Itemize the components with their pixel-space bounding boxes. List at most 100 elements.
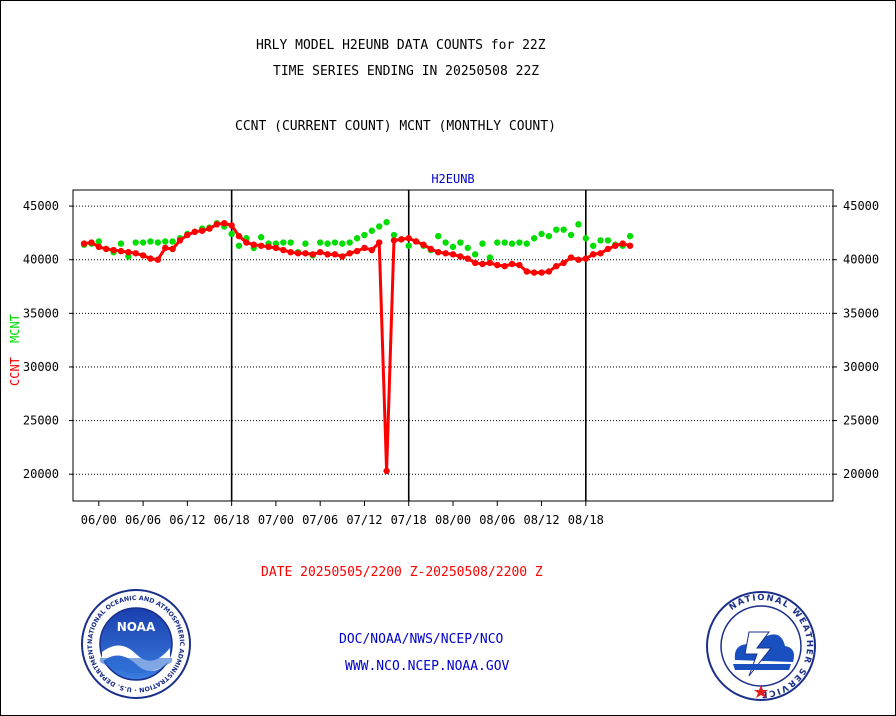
ccnt-point <box>383 467 390 475</box>
mcnt-point <box>530 235 538 242</box>
mcnt-point <box>346 239 353 246</box>
ccnt-point <box>508 260 516 268</box>
mcnt-point <box>449 243 457 251</box>
mcnt-point <box>257 233 265 241</box>
ccnt-point <box>125 249 132 256</box>
ccnt-point <box>309 251 317 258</box>
mcnt-point <box>353 235 361 242</box>
ccnt-point <box>589 251 597 258</box>
y-tick-label-right: 45000 <box>843 199 879 213</box>
ccnt-point <box>545 268 553 275</box>
ccnt-point <box>316 249 324 256</box>
x-tick-label: 08/06 <box>479 513 515 527</box>
mcnt-point <box>501 239 508 246</box>
ccnt-point <box>169 245 176 253</box>
ccnt-point <box>272 244 280 252</box>
mcnt-point <box>383 218 390 226</box>
mcnt-point <box>287 239 294 246</box>
y-tick-label-right: 20000 <box>843 467 879 481</box>
x-tick-label: 06/00 <box>81 513 117 527</box>
ccnt-point <box>302 250 309 257</box>
mcnt-point <box>597 237 604 244</box>
x-tick-label: 07/12 <box>346 513 382 527</box>
ccnt-point <box>567 254 575 261</box>
ccnt-point <box>361 244 368 252</box>
chart-title-line2: TIME SERIES ENDING IN 20250508 22Z <box>273 64 540 79</box>
mcnt-point <box>471 251 479 258</box>
mcnt-point <box>553 226 560 233</box>
mcnt-point <box>494 239 501 246</box>
ccnt-point <box>331 251 339 258</box>
ccnt-point <box>110 246 117 254</box>
ccnt-point <box>471 259 479 267</box>
mcnt-point <box>117 240 125 247</box>
ccnt-point <box>80 240 88 247</box>
y-tick-label-left: 35000 <box>23 306 59 320</box>
website-link[interactable]: WWW.NCO.NCEP.NOAA.GOV <box>345 659 510 674</box>
y-tick-label-right: 40000 <box>843 253 879 267</box>
noaa-logo-text: NOAA <box>117 620 156 634</box>
x-tick-label: 06/06 <box>125 513 161 527</box>
ccnt-point <box>235 232 243 240</box>
ccnt-point <box>221 220 228 227</box>
mcnt-point <box>457 239 464 246</box>
ccnt-point <box>420 241 427 248</box>
ccnt-point <box>265 243 272 251</box>
y-axis-label-mcnt: MCNT <box>8 314 22 343</box>
mcnt-point <box>508 240 516 247</box>
mcnt-point <box>567 231 575 239</box>
ccnt-point <box>147 255 154 262</box>
mcnt-point <box>523 240 530 247</box>
mcnt-point <box>405 242 412 249</box>
mcnt-point <box>154 239 162 246</box>
ccnt-point <box>243 239 250 246</box>
mcnt-point <box>486 254 494 261</box>
ccnt-point <box>538 269 545 276</box>
mcnt-point <box>435 232 442 240</box>
ccnt-point <box>582 255 590 262</box>
mcnt-point <box>442 239 449 246</box>
ccnt-point <box>324 251 331 258</box>
y-tick-label-right: 35000 <box>843 306 879 320</box>
ccnt-point <box>619 240 626 247</box>
x-tick-label: 08/12 <box>523 513 559 527</box>
ccnt-point <box>213 221 221 228</box>
y-tick-label-right: 30000 <box>843 360 879 374</box>
ccnt-point <box>117 247 125 255</box>
ccnt-point <box>191 228 198 236</box>
mcnt-point <box>626 232 634 240</box>
ccnt-point <box>95 243 103 251</box>
mcnt-point <box>538 230 545 238</box>
ccnt-point <box>390 237 398 244</box>
ccnt-point <box>523 268 530 275</box>
ccnt-point <box>376 239 383 246</box>
nws-logo[interactable]: NATIONAL WEATHER SERVICE <box>705 590 817 702</box>
y-tick-label-left: 25000 <box>23 414 59 428</box>
noaa-logo[interactable]: NATIONAL OCEANIC AND ATMOSPHERIC ADMINIS… <box>80 588 192 700</box>
ccnt-point <box>464 255 471 262</box>
ccnt-point <box>575 256 582 263</box>
ccnt-point <box>353 247 361 255</box>
org-path-link[interactable]: DOC/NOAA/NWS/NCEP/NCO <box>339 632 504 647</box>
mcnt-point <box>331 239 339 246</box>
ccnt-point <box>560 259 567 267</box>
mcnt-point <box>582 235 590 242</box>
mcnt-point <box>302 240 309 247</box>
ccnt-point <box>501 262 508 270</box>
mcnt-point <box>516 239 523 246</box>
ccnt-point <box>494 261 501 269</box>
mcnt-point <box>604 237 612 244</box>
mcnt-point <box>368 227 376 234</box>
mcnt-point <box>464 244 471 252</box>
ccnt-point <box>553 262 560 270</box>
ccnt-point <box>479 260 486 268</box>
mcnt-point <box>147 238 154 245</box>
mcnt-point <box>575 221 582 228</box>
ccnt-point <box>405 235 412 242</box>
ccnt-point <box>198 227 206 234</box>
mcnt-point <box>280 239 287 246</box>
ccnt-point <box>154 256 162 263</box>
mcnt-point <box>589 242 597 249</box>
mcnt-point <box>162 238 169 245</box>
